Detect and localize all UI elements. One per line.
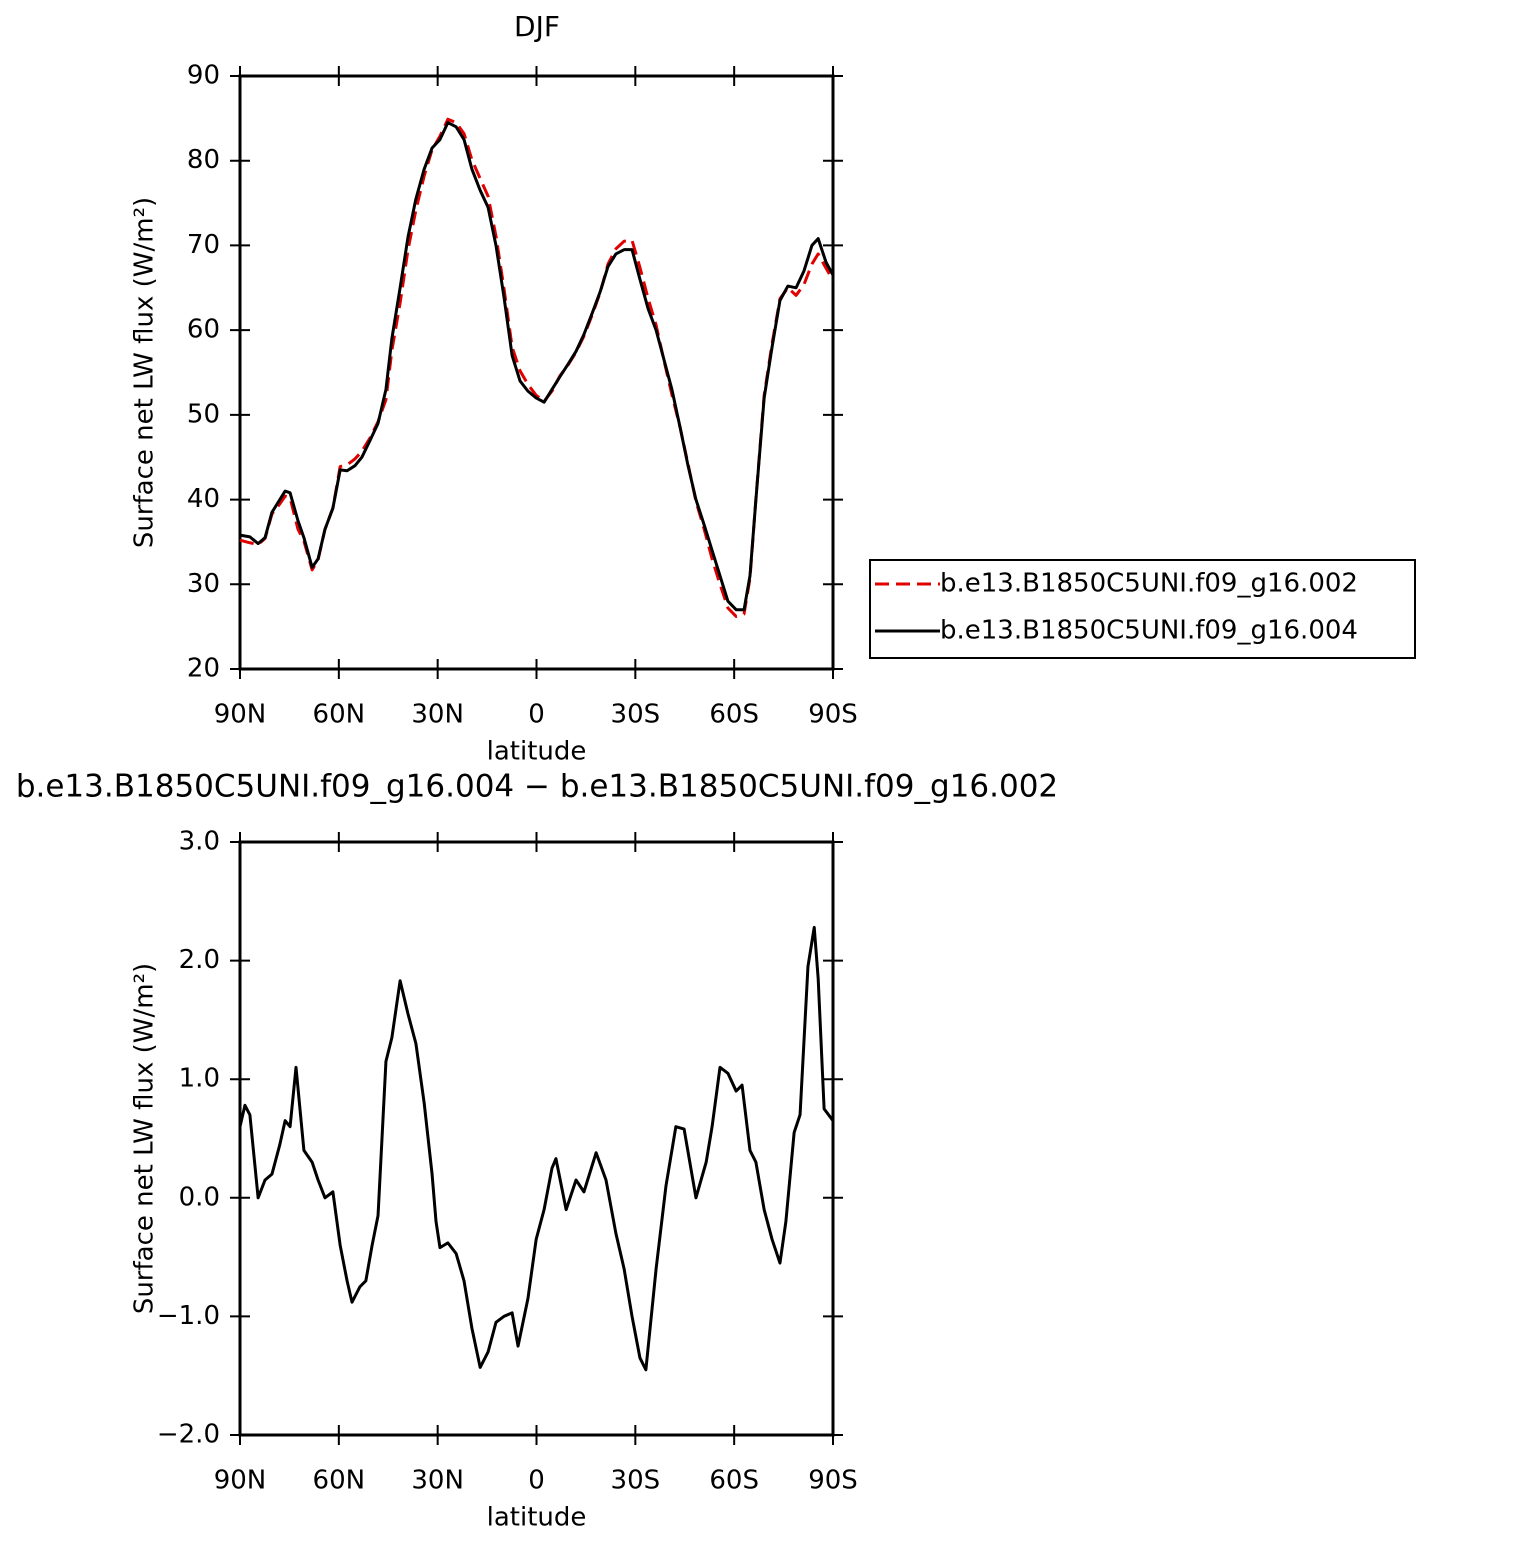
y-tick-label: 3.0	[179, 827, 220, 857]
y-tick-label: 30	[187, 569, 220, 599]
y-tick-label: 1.0	[179, 1064, 220, 1094]
y-tick-label: 50	[187, 399, 220, 429]
data-line	[238, 925, 835, 1372]
y-axis-label: Surface net LW flux (W/m²)	[130, 197, 160, 548]
x-tick-label: 30N	[411, 700, 464, 730]
x-tick-label: 0	[528, 1466, 545, 1496]
legend-label: b.e13.B1850C5UNI.f09_g16.004	[940, 616, 1358, 646]
x-tick-label: 90N	[214, 700, 267, 730]
data-line	[239, 121, 835, 612]
y-tick-label: 40	[187, 484, 220, 514]
chart-title: DJF	[514, 10, 560, 43]
y-tick-label: 2.0	[179, 945, 220, 975]
x-tick-label: 30N	[411, 1466, 464, 1496]
x-tick-label: 90S	[808, 700, 858, 730]
y-tick-label: 90	[187, 61, 220, 91]
x-tick-label: 60S	[709, 700, 759, 730]
y-tick-label: 80	[187, 145, 220, 175]
x-axis-label: latitude	[487, 737, 587, 767]
x-tick-label: 60S	[709, 1466, 759, 1496]
y-tick-label: −2.0	[157, 1420, 220, 1450]
x-tick-label: 30S	[611, 700, 661, 730]
y-tick-label: 0.0	[179, 1182, 220, 1212]
y-tick-label: 20	[187, 654, 220, 684]
data-line	[239, 117, 835, 618]
x-tick-label: 30S	[611, 1466, 661, 1496]
x-tick-label: 60N	[313, 1466, 366, 1496]
x-tick-label: 60N	[313, 700, 366, 730]
x-tick-label: 0	[528, 700, 545, 730]
x-tick-label: 90N	[214, 1466, 267, 1496]
legend-box	[869, 559, 1416, 659]
plot-frame	[238, 840, 835, 1437]
x-axis-label: latitude	[487, 1503, 587, 1533]
plot-frame	[238, 74, 835, 671]
chart-title: b.e13.B1850C5UNI.f09_g16.004 − b.e13.B18…	[16, 769, 1058, 805]
legend-label: b.e13.B1850C5UNI.f09_g16.002	[940, 569, 1358, 599]
y-tick-label: 70	[187, 230, 220, 260]
x-tick-label: 90S	[808, 1466, 858, 1496]
y-tick-label: −1.0	[157, 1301, 220, 1331]
y-axis-label: Surface net LW flux (W/m²)	[130, 963, 160, 1314]
y-tick-label: 60	[187, 315, 220, 345]
